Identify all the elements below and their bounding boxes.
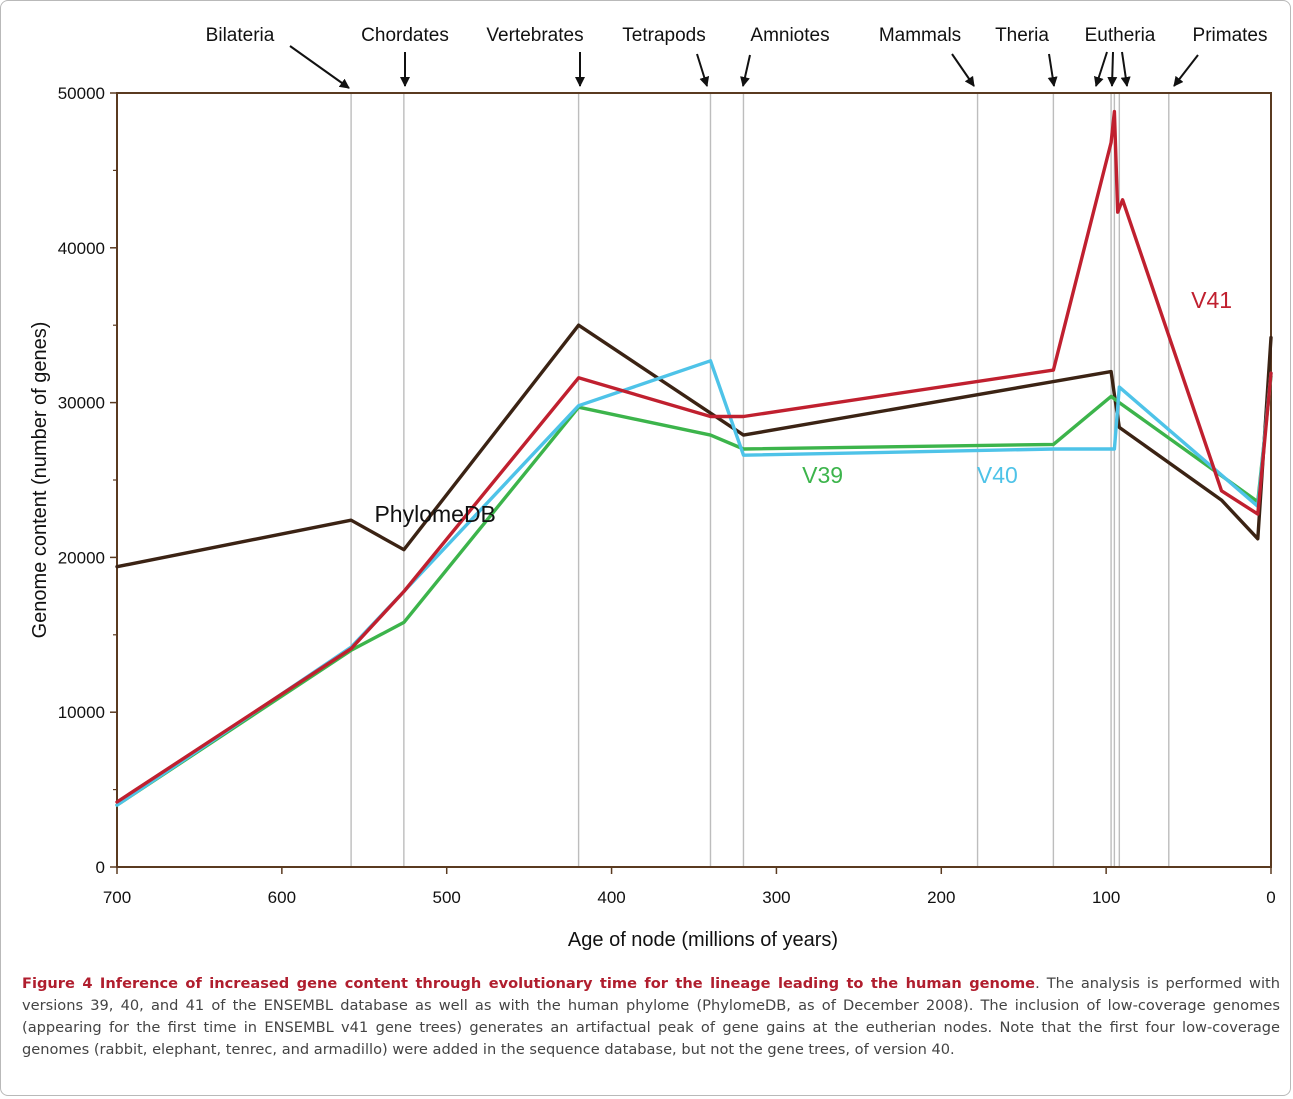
caption-label: Figure 4 Inference of increased gene con… xyxy=(22,975,1036,992)
y-tick-label-3: 30000 xyxy=(58,394,105,413)
series-labels: PhylomeDB V39 V40 V41 xyxy=(374,287,1232,527)
caption-text: . The analysis is performed with version… xyxy=(22,975,1280,1058)
y-axis-label: Genome content (number of genes) xyxy=(29,322,51,639)
x-tick-label-0: 700 xyxy=(103,888,131,907)
y-tick-label-4: 40000 xyxy=(58,239,105,258)
series-label-v39: V39 xyxy=(802,462,843,488)
clade-label-eutheria: Eutheria xyxy=(1085,25,1156,46)
clade-arrow-3 xyxy=(696,53,710,87)
clade-label-mammals: Mammals xyxy=(879,25,961,46)
clade-label-primates: Primates xyxy=(1193,25,1268,46)
clade-arrow-7 xyxy=(1094,51,1108,87)
y-tick-label-2: 20000 xyxy=(58,548,105,567)
clade-arrow-8 xyxy=(1107,51,1118,87)
series-label-v40: V40 xyxy=(977,462,1018,488)
y-tick-label-0: 0 xyxy=(96,858,105,877)
clade-labels: Bilateria Chordates Vertebrates Tetrapods Am… xyxy=(206,25,1268,89)
plot-border xyxy=(116,92,1272,868)
x-tick-label-1: 600 xyxy=(268,888,296,907)
series-label-v41: V41 xyxy=(1191,287,1232,313)
x-tick-label-4: 300 xyxy=(762,888,790,907)
x-tick-label-2: 500 xyxy=(433,888,461,907)
figure-caption: Figure 4 Inference of increased gene con… xyxy=(22,973,1280,1061)
axes: 700 600 500 400 300 200 100 0010000200003000040… xyxy=(58,84,1276,907)
clade-arrow-4 xyxy=(740,54,751,87)
clade-arrow-5 xyxy=(951,53,975,87)
series-line-v41 xyxy=(115,109,1273,804)
clade-label-vertebrates: Vertebrates xyxy=(486,25,583,46)
clade-arrow-0 xyxy=(289,45,350,89)
clade-arrow-6 xyxy=(1047,53,1058,87)
series-line-phylomedb xyxy=(115,323,1273,569)
x-tick-label-6: 100 xyxy=(1092,888,1120,907)
line-chart: 700 600 500 400 300 200 100 0010000200003000040… xyxy=(29,25,1276,951)
clade-lines xyxy=(350,93,1170,867)
series-lines xyxy=(115,109,1273,807)
clade-arrow-10 xyxy=(1173,54,1199,87)
y-tick-label-5: 50000 xyxy=(58,84,105,103)
clade-label-tetrapods: Tetrapods xyxy=(622,25,705,46)
clade-label-theria: Theria xyxy=(995,25,1049,46)
series-line-v40 xyxy=(115,359,1273,807)
x-tick-label-7: 0 xyxy=(1266,888,1275,907)
series-line-v39 xyxy=(115,374,1273,807)
clade-label-bilateria: Bilateria xyxy=(206,25,275,46)
x-axis-label: Age of node (millions of years) xyxy=(568,929,838,951)
x-tick-label-3: 400 xyxy=(597,888,625,907)
x-tick-label-5: 200 xyxy=(927,888,955,907)
y-tick-label-1: 10000 xyxy=(58,703,105,722)
series-label-phylomedb: PhylomeDB xyxy=(374,501,495,527)
clade-label-amniotes: Amniotes xyxy=(750,25,829,46)
clade-arrow-9 xyxy=(1120,51,1131,87)
clade-label-chordates: Chordates xyxy=(361,25,449,46)
